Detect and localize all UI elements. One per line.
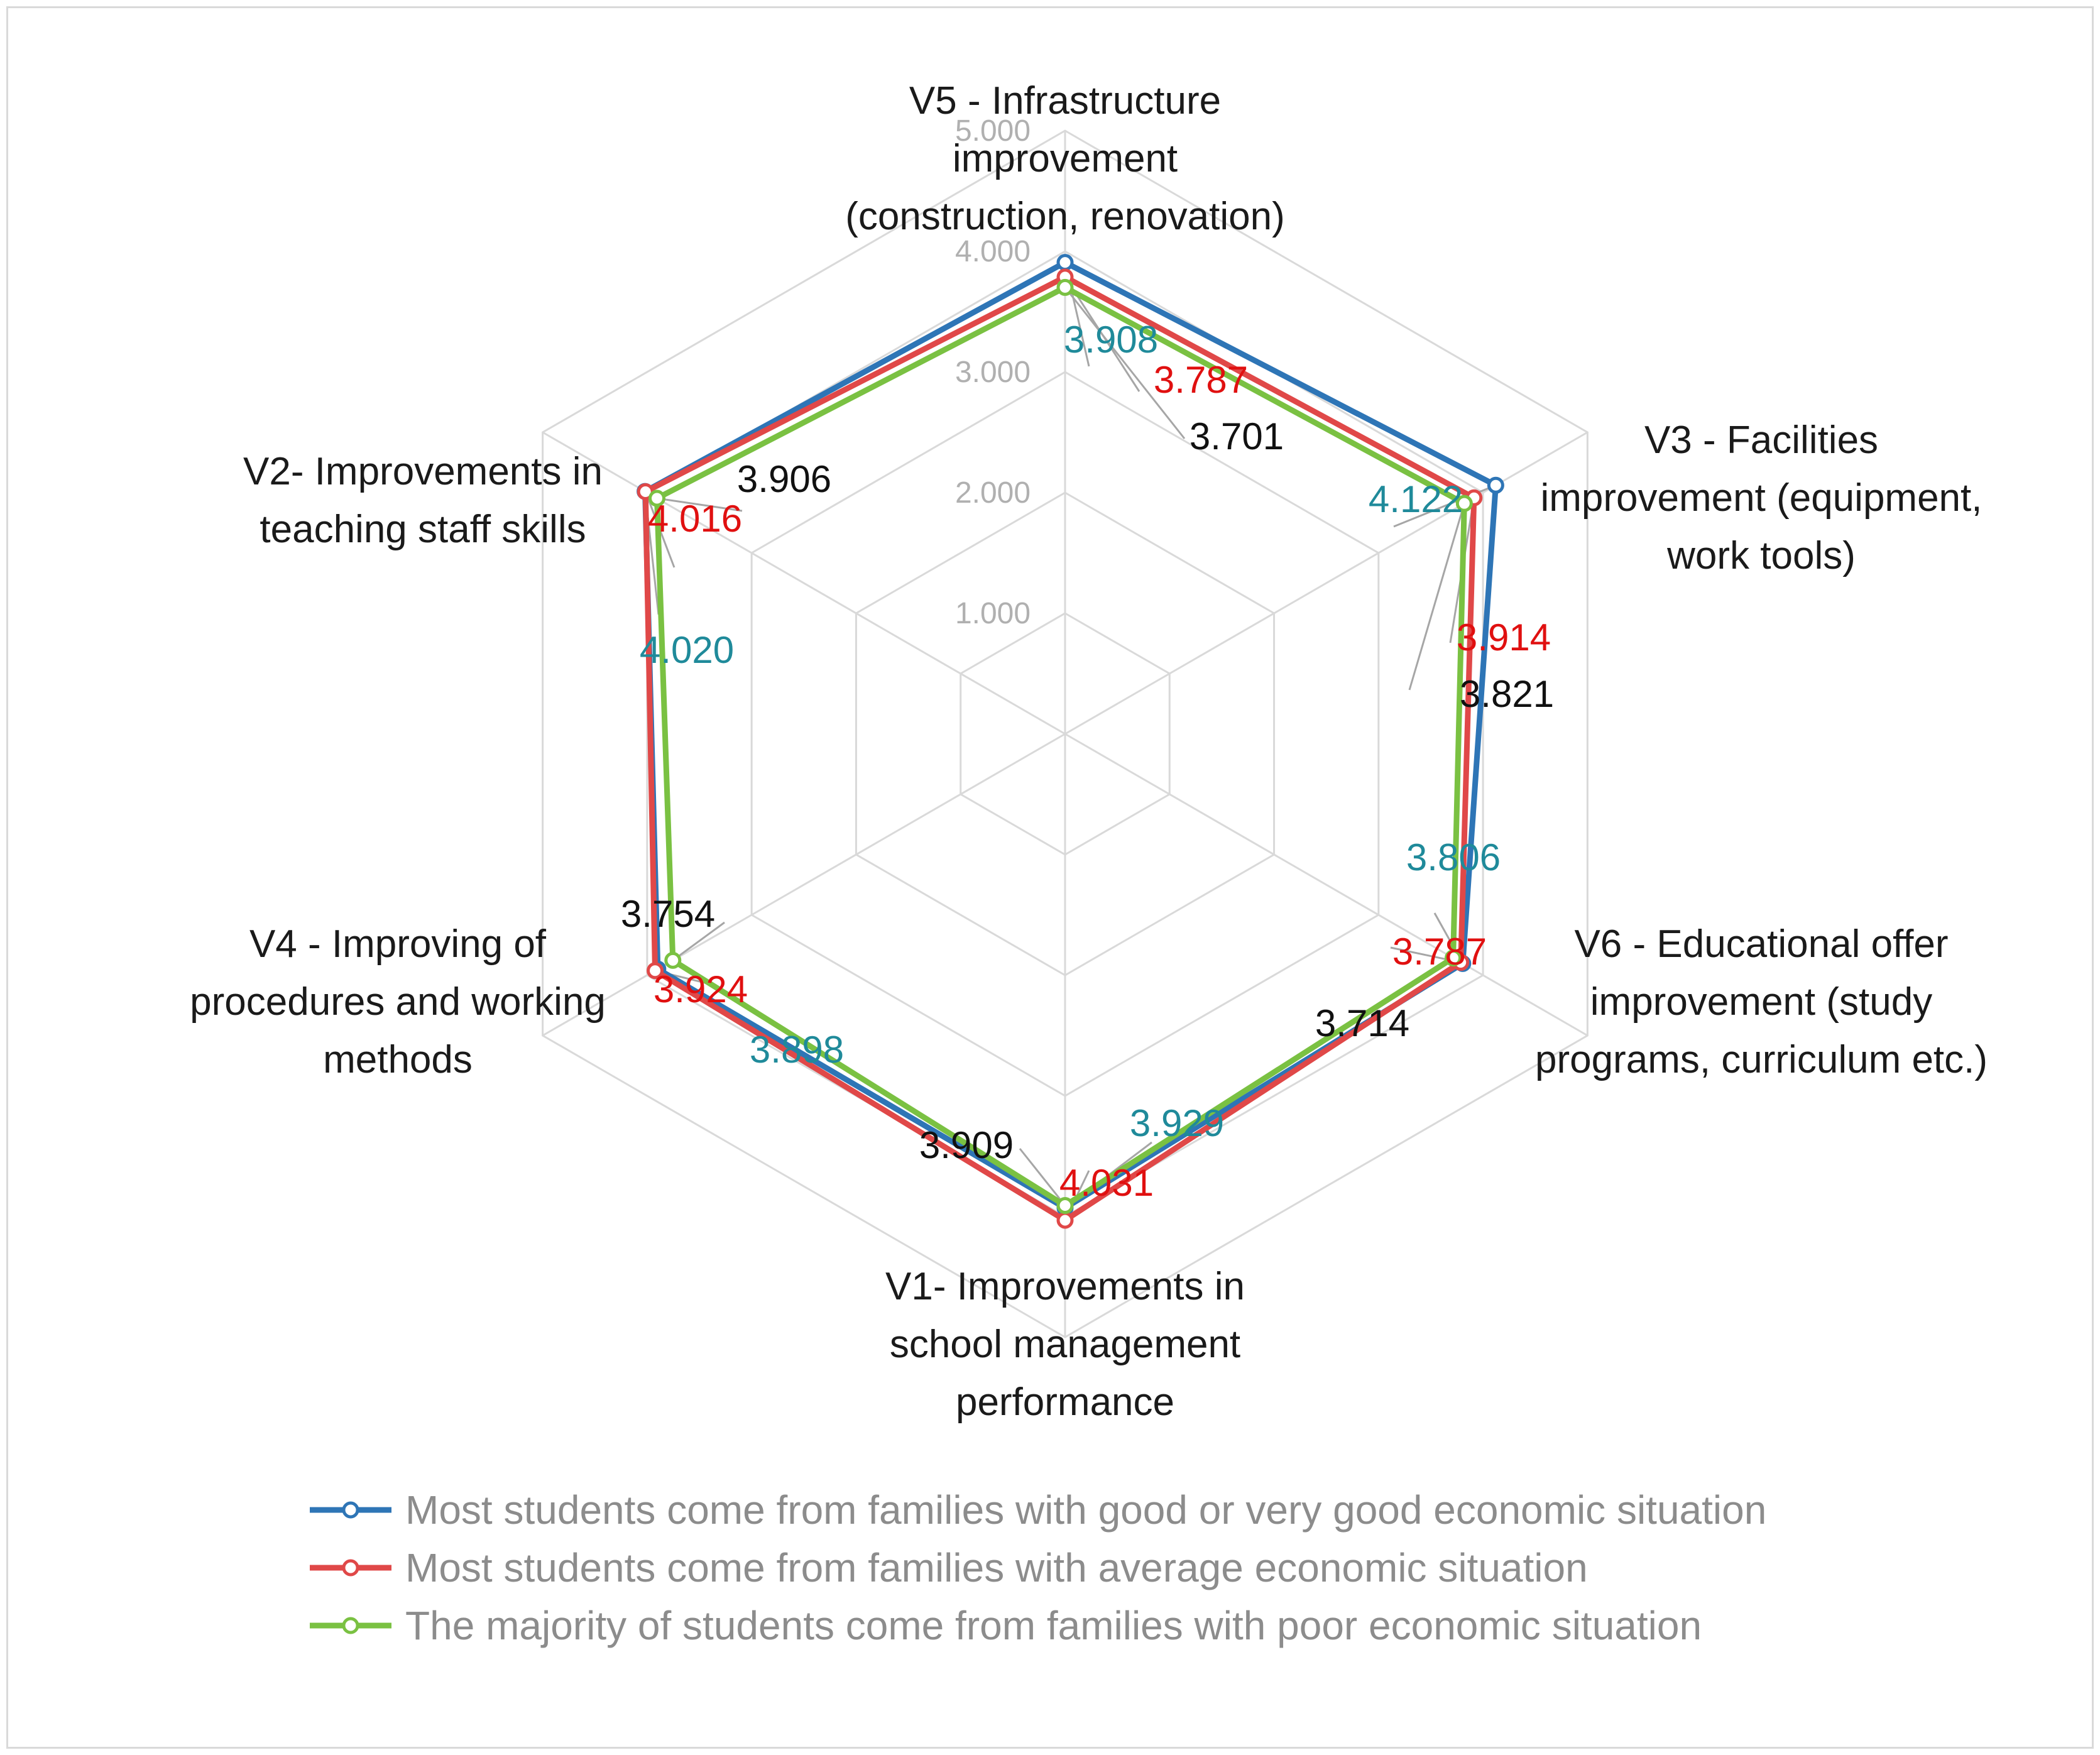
axis-title-v3: V3 - Facilities improvement (equipment, wo… bbox=[1541, 418, 1982, 577]
tick-label: 2.000 bbox=[955, 476, 1031, 510]
series-0-point-v5 bbox=[1056, 254, 1074, 271]
axis-title-line: V4 - Improving of bbox=[249, 922, 547, 966]
series-layer bbox=[637, 254, 1504, 1229]
axis-title-v5: V5 - Infrastructure improvement (construct… bbox=[845, 79, 1285, 238]
legend-marker-1 bbox=[342, 1559, 359, 1577]
series-2-point-v4 bbox=[664, 951, 682, 969]
legend-entry-2: The majority of students come from famil… bbox=[405, 1603, 1702, 1648]
legend-marker-0 bbox=[342, 1501, 359, 1519]
data-label-2-v5: 3.701 bbox=[1189, 415, 1284, 457]
data-label-0-v6: 3.806 bbox=[1406, 836, 1501, 878]
series-2-point-v5 bbox=[1056, 278, 1074, 296]
data-label-1-v4: 3.924 bbox=[654, 968, 748, 1010]
axis-title-line: teaching staff skills bbox=[260, 508, 586, 551]
axis-title-layer: V5 - Infrastructure improvement (construct… bbox=[190, 79, 1988, 1424]
tick-label: 1.000 bbox=[955, 597, 1031, 630]
axis-title-line: procedures and working bbox=[190, 980, 606, 1024]
series-1-point-v1 bbox=[1056, 1211, 1074, 1229]
leader-line bbox=[1408, 503, 1465, 691]
axis-title-line: (construction, renovation) bbox=[845, 195, 1285, 238]
tick-layer: 1.000 2.000 3.000 4.000 5.000 bbox=[955, 114, 1031, 630]
leader-line bbox=[672, 921, 725, 961]
series-line-1 bbox=[642, 274, 1477, 1223]
axis-title-v4: V4 - Improving of procedures and working m… bbox=[190, 922, 606, 1081]
data-label-1-v2: 4.016 bbox=[648, 498, 742, 540]
grid-spoke-2 bbox=[1064, 733, 1589, 1037]
axis-title-v1: V1- Improvements in school management perf… bbox=[885, 1265, 1245, 1424]
axis-title-line: programs, curriculum etc.) bbox=[1535, 1038, 1988, 1081]
axis-title-line: school management bbox=[890, 1323, 1240, 1366]
data-label-0-v3: 4.122 bbox=[1369, 478, 1463, 520]
axis-title-v2: V2- Improvements in teaching staff skills bbox=[243, 450, 603, 551]
grid-layer bbox=[542, 129, 1589, 1338]
legend-marker-2 bbox=[342, 1617, 359, 1634]
axis-title-line: improvement (study bbox=[1590, 980, 1932, 1024]
data-label-0-v5: 3.908 bbox=[1064, 319, 1158, 361]
tick-label: 5.000 bbox=[955, 114, 1031, 148]
axis-title-line: V6 - Educational offer bbox=[1574, 922, 1948, 966]
axis-title-v6: V6 - Educational offer improvement (study… bbox=[1535, 922, 1988, 1081]
grid-spoke-4 bbox=[542, 733, 1066, 1037]
axis-title-line: V3 - Facilities bbox=[1644, 418, 1878, 462]
data-label-1-v5: 3.787 bbox=[1154, 359, 1248, 401]
data-label-2-v2: 3.906 bbox=[737, 458, 831, 500]
radar-chart: 1.000 2.000 3.000 4.000 5.000 V5 - Infrastru… bbox=[190, 79, 1988, 1648]
series-2-point-v6 bbox=[1445, 949, 1462, 967]
leader-line bbox=[657, 497, 743, 512]
data-label-0-v2: 4.020 bbox=[640, 629, 734, 671]
series-0-point-v3 bbox=[1487, 476, 1504, 494]
axis-title-line: V5 - Infrastructure bbox=[909, 79, 1221, 123]
tick-label: 4.000 bbox=[955, 235, 1031, 268]
series-1-point-v4 bbox=[647, 962, 664, 980]
axis-title-line: improvement (equipment, bbox=[1541, 476, 1982, 520]
leader-layer bbox=[644, 262, 1496, 1221]
chart-frame: 1.000 2.000 3.000 4.000 5.000 V5 - Infrastru… bbox=[6, 6, 2094, 1749]
leader-line bbox=[1064, 287, 1186, 439]
legend-entry-1: Most students come from families with av… bbox=[405, 1545, 1588, 1590]
axis-title-line: improvement bbox=[953, 137, 1178, 180]
series-2-point-v3 bbox=[1455, 495, 1473, 512]
series-2-point-v1 bbox=[1056, 1197, 1074, 1215]
axis-title-line: V2- Improvements in bbox=[243, 450, 603, 493]
data-label-1-v6: 3.787 bbox=[1392, 931, 1487, 973]
axis-title-line: work tools) bbox=[1666, 534, 1856, 577]
axis-title-line: performance bbox=[956, 1380, 1174, 1424]
data-label-2-v6: 3.714 bbox=[1315, 1002, 1409, 1044]
data-label-0-v1: 3.929 bbox=[1130, 1102, 1224, 1144]
data-label-1-v3: 3.914 bbox=[1457, 616, 1551, 659]
data-label-0-v4: 3.898 bbox=[750, 1029, 844, 1071]
data-label-2-v4: 3.754 bbox=[621, 893, 715, 935]
data-label-2-v1: 3.909 bbox=[919, 1124, 1014, 1166]
tick-label: 3.000 bbox=[955, 356, 1031, 389]
legend-layer: Most students come from families with go… bbox=[310, 1487, 1766, 1648]
data-label-1-v1: 4.031 bbox=[1059, 1162, 1154, 1204]
axis-title-line: methods bbox=[323, 1038, 473, 1081]
legend-entry-0: Most students come from families with go… bbox=[405, 1487, 1766, 1533]
label-layer: 3.908 4.122 3.806 3.929 3.898 4.020 3.787 3.914… bbox=[621, 319, 1554, 1204]
grid-spoke-5 bbox=[542, 431, 1066, 735]
leader-line bbox=[1019, 1148, 1066, 1206]
data-label-2-v3: 3.821 bbox=[1460, 673, 1554, 715]
series-2-point-v2 bbox=[648, 489, 666, 507]
axis-title-line: V1- Improvements in bbox=[885, 1265, 1245, 1308]
